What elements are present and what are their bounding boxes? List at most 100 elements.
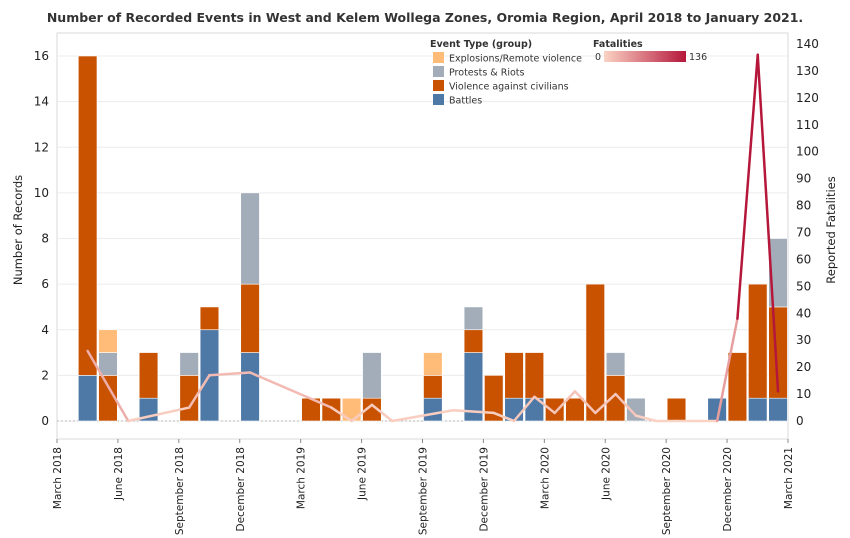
- chart-title: Number of Recorded Events in West and Ke…: [47, 10, 803, 25]
- bar-protests-riots: [605, 352, 626, 376]
- y-tick-label: 2: [41, 368, 49, 382]
- y-tick-label: 6: [41, 277, 49, 291]
- bar-battles: [240, 352, 260, 422]
- bar-violence-against-civilians: [585, 283, 605, 422]
- fatalities-segment: [451, 408, 496, 415]
- x-tick-label: June 2018: [113, 447, 125, 501]
- bar-protests-riots: [362, 352, 382, 399]
- fatalities-line: [86, 53, 780, 423]
- x-tick-label: September 2018: [174, 447, 186, 535]
- legend-title: Event Type (group): [430, 39, 532, 50]
- y2-tick-label: 80: [796, 199, 811, 213]
- fatalities-segment: [512, 395, 536, 423]
- x-tick-label: March 2019: [296, 447, 308, 509]
- y2-tick-label: 20: [796, 360, 811, 374]
- fatalities-segment: [715, 317, 739, 423]
- y-tick-label: 4: [41, 323, 49, 337]
- bar-protests-riots: [768, 238, 788, 308]
- fatalities-segment: [553, 390, 577, 415]
- y-tick-label: 16: [34, 49, 49, 63]
- bar-protests-riots: [240, 192, 260, 285]
- fatalities-segment: [86, 349, 130, 423]
- y2-tick-label: 50: [796, 279, 811, 293]
- bar-violence-against-civilians: [545, 397, 565, 422]
- fatalities-segment: [594, 392, 617, 415]
- bar-violence-against-civilians: [748, 283, 768, 399]
- fatalities-segment: [492, 411, 516, 423]
- fatalities-segment: [187, 373, 211, 409]
- x-tick-label: June 2020: [600, 447, 612, 501]
- legend-swatch: [433, 80, 444, 91]
- bar-violence-against-civilians: [666, 397, 687, 422]
- bar-violence-against-civilians: [605, 375, 626, 422]
- bar-protests-riots: [179, 352, 199, 376]
- legend-item-label: Explosions/Remote violence: [449, 54, 582, 65]
- bar-violence-against-civilians: [463, 329, 484, 353]
- bars: [78, 55, 788, 422]
- legend-item-label: Battles: [449, 96, 482, 107]
- bar-violence-against-civilians: [321, 397, 341, 422]
- fatalities-segment: [614, 392, 638, 417]
- fatalities-segment: [573, 390, 597, 415]
- legend-item-label: Violence against civilians: [449, 82, 569, 93]
- legend-item-label: Protests & Riots: [449, 68, 524, 79]
- y-tick-label: 10: [34, 186, 49, 200]
- x-tick-label: March 2020: [539, 447, 551, 509]
- y2-tick-label: 30: [796, 333, 811, 347]
- bar-violence-against-civilians: [199, 306, 220, 331]
- x-tick-label: December 2018: [235, 447, 247, 532]
- bar-battles: [748, 397, 768, 422]
- y2-axis-label: Reported Fatalities: [824, 176, 838, 283]
- fatalities-segment: [127, 406, 191, 423]
- bar-battles: [78, 375, 98, 422]
- bar-violence-against-civilians: [138, 352, 159, 399]
- bar-battles: [423, 397, 443, 422]
- y2-tick-label: 140: [796, 37, 819, 51]
- y2-tick-label: 10: [796, 387, 811, 401]
- bar-explosions-remote-violence: [423, 352, 443, 376]
- y-tick-label: 0: [41, 414, 49, 428]
- fatalities-segment: [756, 53, 780, 393]
- x-tick-label: March 2021: [783, 447, 795, 509]
- y2-tick-label: 110: [796, 118, 819, 132]
- fatalities-gradient-bar: [604, 51, 686, 62]
- x-tick-label: December 2020: [722, 447, 734, 532]
- y2-tick-label: 100: [796, 145, 819, 159]
- gridlines: [56, 32, 789, 440]
- bar-violence-against-civilians: [240, 283, 260, 353]
- y2-tick-label: 120: [796, 91, 819, 105]
- bar-violence-against-civilians: [524, 352, 545, 399]
- y2-tick-label: 130: [796, 64, 819, 78]
- legend-swatch: [433, 66, 444, 77]
- bar-violence-against-civilians: [484, 375, 504, 422]
- bar-explosions-remote-violence: [98, 329, 118, 353]
- y-axis-label: Number of Records: [11, 175, 25, 285]
- bar-battles: [768, 397, 788, 422]
- fatalities-legend-max: 136: [689, 52, 707, 63]
- x-tick-label: March 2018: [52, 447, 64, 509]
- bar-protests-riots: [98, 352, 118, 376]
- y2-tick-label: 60: [796, 252, 811, 266]
- bar-violence-against-civilians: [78, 55, 98, 376]
- y2-tick-label: 90: [796, 172, 811, 186]
- y2-tick-label: 0: [796, 414, 804, 428]
- axes: 0 2 4 6 8 10 12 14 16 0 10 20 30 40 50 60 70 80 90 100 110 12…: [34, 37, 819, 535]
- bar-protests-riots: [463, 306, 484, 331]
- legend-swatch: [433, 52, 444, 63]
- plot-frame: [56, 32, 789, 440]
- fatalities-legend-title: Fatalities: [593, 39, 643, 50]
- bar-violence-against-civilians: [727, 352, 748, 422]
- fatalities-legend-min: 0: [595, 52, 601, 63]
- x-tick-label: December 2019: [478, 447, 490, 532]
- x-tick-label: June 2019: [357, 447, 369, 501]
- fatalities-segment: [350, 403, 374, 423]
- bar-violence-against-civilians: [565, 397, 585, 422]
- x-tick-label: September 2020: [661, 447, 673, 535]
- y-tick-label: 14: [34, 95, 49, 109]
- y-tick-label: 12: [34, 140, 49, 154]
- bar-protests-riots: [626, 397, 646, 422]
- fatalities-segment: [248, 371, 333, 409]
- y2-tick-label: 40: [796, 306, 811, 320]
- bar-violence-against-civilians: [504, 352, 524, 399]
